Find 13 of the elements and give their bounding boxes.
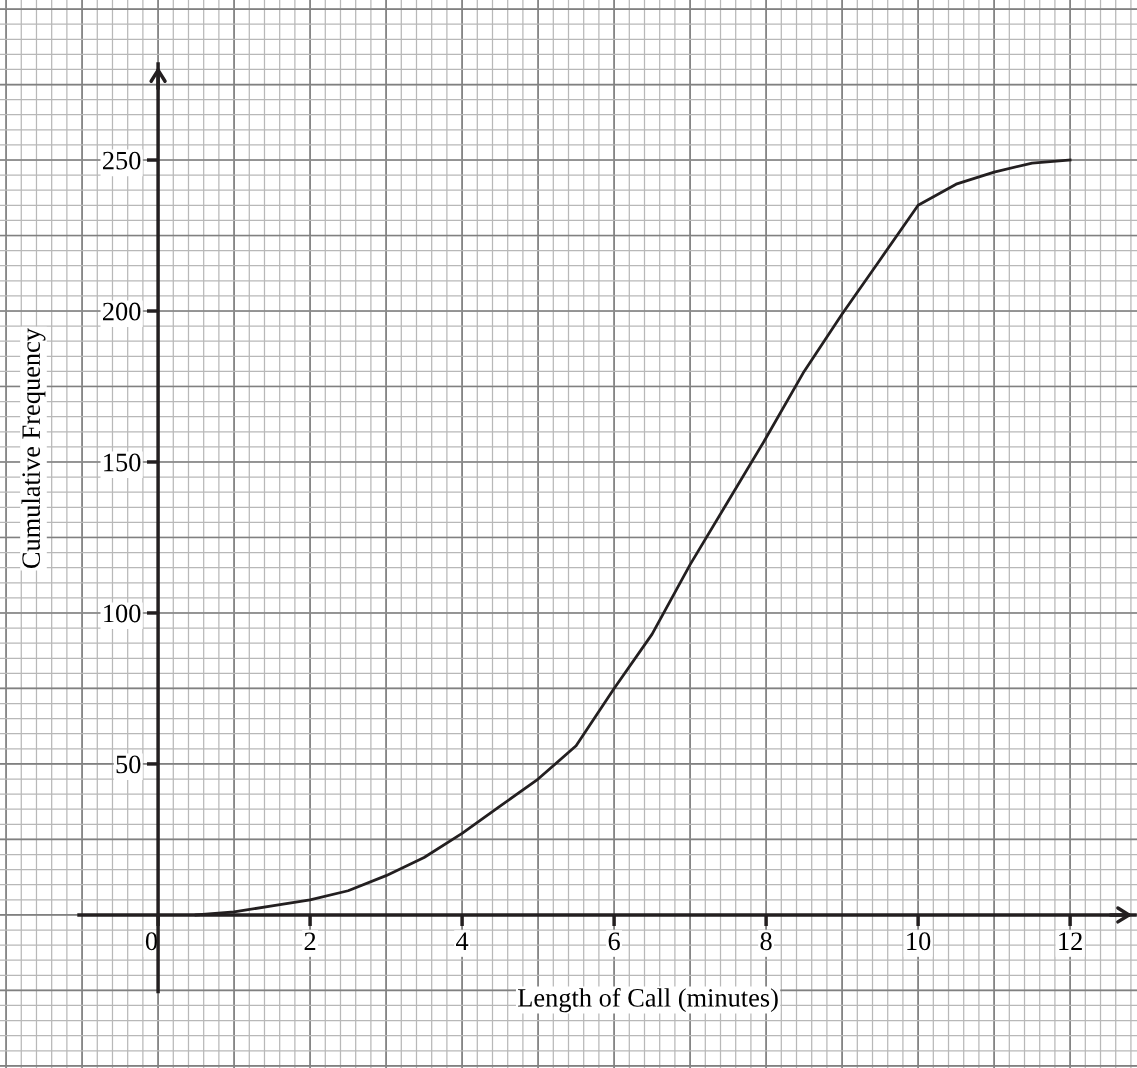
y-tick-label: 150	[104, 453, 141, 472]
y-tick-label: 250	[102, 151, 141, 170]
x-tick-label: 10	[907, 932, 931, 951]
y-tick-label: 100	[104, 604, 141, 623]
y-tick-label: 50	[116, 755, 141, 774]
x-tick-label: 12	[1059, 932, 1082, 950]
x-tick-label: 8	[760, 932, 772, 951]
y-axis-title: Cumulative Frequency	[21, 328, 46, 569]
y-tick-label: 200	[102, 302, 141, 321]
x-tick-label: 2	[304, 932, 316, 950]
x-tick-label: 4	[456, 932, 469, 950]
x-axis-title: Length of Call (minutes)	[518, 987, 778, 1013]
x-tick-label: 6	[608, 932, 620, 951]
